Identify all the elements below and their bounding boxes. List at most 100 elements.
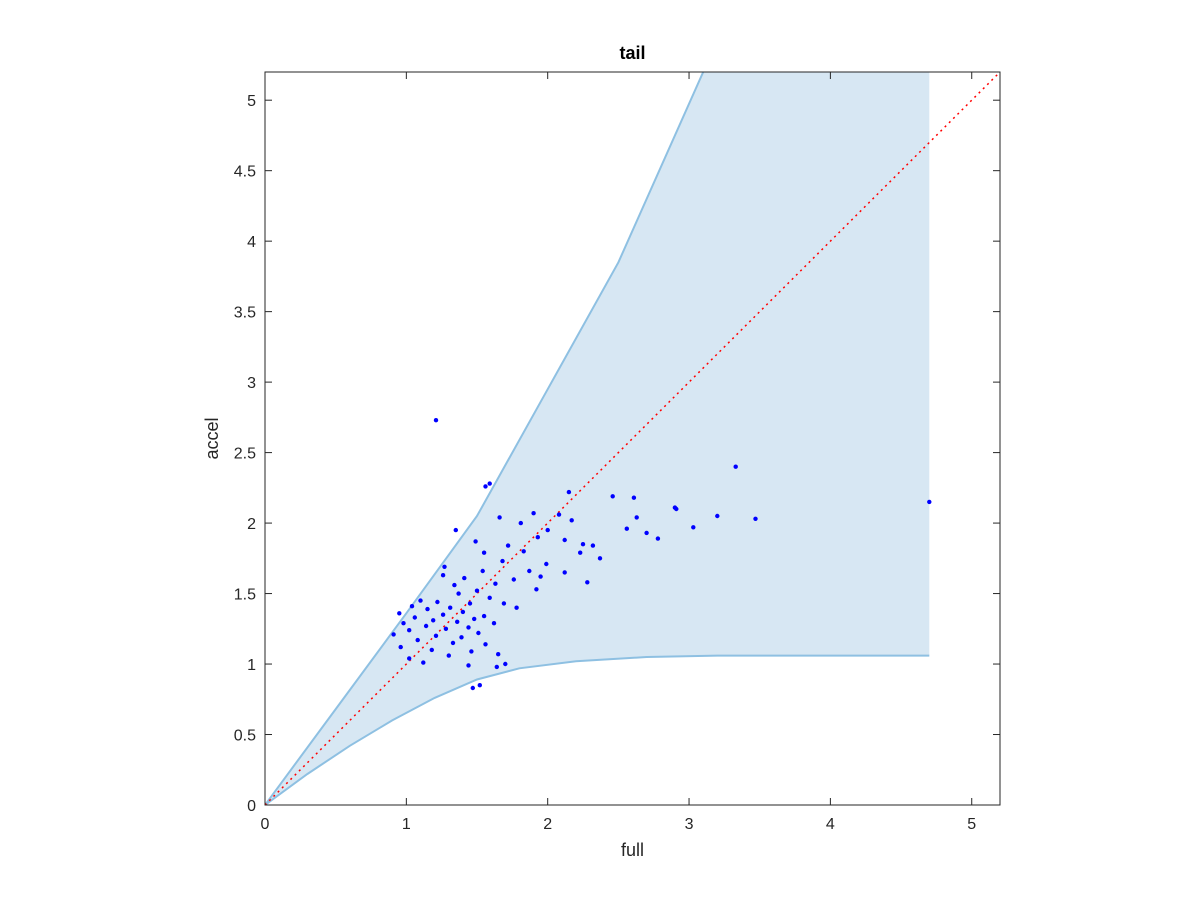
y-tick-label: 5 [247, 93, 256, 110]
x-tick-label: 5 [967, 816, 976, 833]
data-point [501, 601, 507, 606]
data-point [655, 536, 661, 541]
data-point [480, 568, 485, 574]
x-axis-title: full [621, 840, 644, 860]
data-point [644, 530, 649, 536]
data-point [407, 628, 412, 633]
data-point [450, 640, 456, 646]
axes-box [264, 71, 1001, 806]
data-point [578, 550, 583, 555]
data-point [534, 587, 539, 592]
data-point [443, 626, 449, 631]
data-point [455, 619, 460, 624]
data-point [431, 618, 436, 623]
data-point [531, 511, 536, 516]
data-point [460, 609, 466, 615]
data-point [397, 611, 402, 616]
y-tick-label: 3 [247, 375, 256, 392]
x-axis-ticks: 0 1 2 3 4 5 [261, 72, 976, 833]
data-point [497, 515, 502, 520]
x-tick-label: 0 [261, 816, 270, 833]
data-point [597, 556, 603, 561]
data-point [503, 661, 508, 667]
data-point [494, 664, 499, 670]
data-point [391, 632, 396, 637]
y-tick-label: 4 [247, 234, 256, 251]
data-point [487, 481, 492, 486]
y-tick-label: 2 [247, 516, 256, 533]
data-point [487, 595, 492, 600]
data-point [927, 499, 932, 505]
data-point [527, 568, 532, 574]
data-point [429, 647, 434, 653]
data-point [433, 633, 439, 638]
data-point [511, 577, 516, 582]
data-point [585, 580, 590, 585]
data-point [401, 621, 406, 626]
data-point [474, 588, 480, 593]
data-point [448, 605, 453, 610]
data-point [624, 526, 629, 531]
data-point [580, 542, 586, 547]
data-point [610, 494, 615, 499]
data-point [440, 612, 446, 617]
data-point [566, 489, 572, 495]
data-point [421, 660, 426, 665]
data-point [496, 652, 501, 657]
y-tick-label: 1 [247, 657, 256, 674]
data-point [412, 615, 417, 620]
data-point [415, 637, 420, 643]
data-point [545, 527, 550, 533]
data-point [433, 418, 439, 423]
data-point [538, 574, 543, 579]
data-point [544, 561, 549, 567]
data-point [423, 623, 429, 629]
x-tick-label: 1 [402, 816, 411, 833]
data-point [481, 613, 487, 619]
data-point [715, 513, 720, 519]
data-point [505, 543, 511, 548]
data-point [398, 644, 403, 650]
data-point [483, 484, 488, 489]
data-point [466, 663, 471, 668]
data-point [514, 605, 519, 610]
data-point [691, 525, 696, 530]
x-tick-label: 2 [543, 816, 552, 833]
data-point [472, 616, 477, 622]
x-tick-label: 3 [685, 816, 694, 833]
data-point [491, 621, 497, 626]
chart-title: tail [619, 43, 645, 63]
y-tick-label: 0.5 [234, 728, 256, 745]
data-point [535, 535, 540, 540]
data-point [466, 625, 471, 630]
y-axis-title: accel [202, 417, 222, 459]
data-point [733, 464, 738, 469]
data-point [459, 635, 464, 640]
data-point [481, 550, 487, 555]
data-point [483, 642, 488, 647]
data-point [562, 537, 567, 543]
data-point [556, 512, 562, 517]
data-point [590, 543, 596, 548]
data-point [569, 518, 574, 523]
y-tick-label: 3.5 [234, 305, 256, 322]
data-point [473, 539, 478, 544]
data-point [418, 598, 423, 603]
y-tick-label: 4.5 [234, 164, 256, 181]
data-point [425, 606, 430, 612]
y-axis-ticks: 0 0.5 1 1.5 2 2.5 3 3.5 4 4.5 5 [234, 93, 1000, 815]
data-point [674, 506, 679, 512]
data-point [477, 683, 482, 688]
data-point [456, 591, 461, 596]
y-tick-label: 1.5 [234, 587, 256, 604]
data-point [440, 573, 446, 578]
data-point [442, 564, 447, 569]
confidence-band-upper-edge [265, 72, 705, 805]
y-tick-label: 2.5 [234, 446, 256, 463]
data-point [467, 601, 473, 606]
x-tick-label: 4 [826, 816, 835, 833]
data-point [476, 630, 481, 636]
data-point [407, 656, 412, 661]
confidence-band-fill [265, 72, 930, 805]
